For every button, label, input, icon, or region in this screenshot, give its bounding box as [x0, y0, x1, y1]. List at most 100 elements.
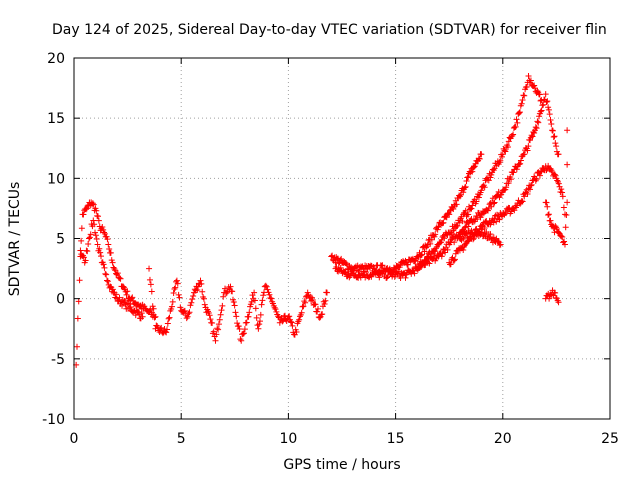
- data-point-mid-scatter: [298, 309, 305, 316]
- data-point-band-4: [527, 182, 534, 189]
- data-point-band-3: [531, 130, 538, 137]
- axis-ticks: [73, 57, 611, 420]
- data-point-band-2: [441, 235, 448, 242]
- data-point-early-lower: [92, 229, 99, 236]
- data-point-band-3: [542, 91, 549, 98]
- data-point-mid-scatter: [147, 281, 154, 288]
- data-point-mid-scatter: [188, 299, 195, 306]
- data-point-mid-scatter: [231, 302, 238, 309]
- data-point-early-upper: [78, 225, 85, 232]
- data-point-band-1: [464, 174, 471, 181]
- data-point-mid-scatter: [170, 290, 177, 297]
- data-point-band-3: [525, 143, 532, 150]
- data-point-mid-scatter: [186, 309, 193, 316]
- data-point-mid-scatter: [215, 326, 222, 333]
- data-point-early-lower: [113, 291, 120, 298]
- data-point-band-3: [517, 160, 524, 167]
- y-tick-label: 20: [47, 51, 65, 67]
- data-point-mid-scatter: [223, 289, 230, 296]
- data-point-band-3: [554, 151, 561, 158]
- data-point-band-2: [521, 92, 528, 99]
- data-point-band-2: [481, 184, 488, 191]
- data-point-mid-scatter: [176, 294, 183, 301]
- data-point-band-3: [532, 124, 539, 131]
- data-point-band-3: [543, 99, 550, 106]
- data-point-band-2: [454, 222, 461, 229]
- data-point-early-lower: [127, 303, 134, 310]
- data-point-band-2: [502, 148, 509, 155]
- data-point-band-4: [560, 204, 567, 211]
- data-point-band-4: [552, 172, 559, 179]
- data-point-mid-scatter: [198, 280, 205, 287]
- data-point-band-1: [470, 164, 477, 171]
- data-point-band-3: [529, 133, 536, 140]
- data-point-band-2: [477, 189, 484, 196]
- data-point-mid-scatter: [264, 286, 271, 293]
- data-point-late-tail: [560, 239, 567, 246]
- data-point-mid-scatter: [194, 287, 201, 294]
- data-point-band-2: [475, 194, 482, 201]
- data-point-early-upper: [142, 305, 149, 312]
- data-point-mid-scatter: [319, 311, 326, 318]
- data-point-mid-scatter: [245, 313, 252, 320]
- data-point-mid-scatter: [251, 297, 258, 304]
- data-point-mid-scatter: [148, 288, 155, 295]
- data-point-band-1: [455, 195, 462, 202]
- data-point-early-upper: [113, 271, 120, 278]
- data-point-band-3: [551, 133, 558, 140]
- data-point-early-lower: [103, 271, 110, 278]
- data-point-mid-scatter: [200, 295, 207, 302]
- data-point-band-1: [411, 258, 418, 265]
- data-point-band-1: [461, 184, 468, 191]
- data-point-band-2: [376, 274, 383, 281]
- data-point-early-lower: [120, 299, 127, 306]
- data-point-early-upper: [83, 206, 90, 213]
- data-point-mid-scatter: [288, 319, 295, 326]
- data-point-mid-scatter: [164, 326, 171, 333]
- data-point-mid-scatter: [173, 277, 180, 284]
- y-tick-label: 15: [47, 111, 65, 127]
- y-tick-label: 5: [56, 232, 65, 248]
- data-point-mid-scatter: [171, 285, 178, 292]
- data-point-mid-scatter: [236, 326, 243, 333]
- data-point-mid-scatter: [218, 307, 225, 314]
- data-point-mid-scatter: [206, 312, 213, 319]
- data-point-band-5: [495, 238, 502, 245]
- data-point-band-4: [558, 186, 565, 193]
- data-point-early-upper: [101, 229, 108, 236]
- data-point-band-2: [504, 143, 511, 150]
- data-point-early-lower: [101, 264, 108, 271]
- data-point-early-upper: [108, 257, 115, 264]
- data-point-band-1: [348, 264, 355, 271]
- data-point-mid-scatter: [230, 299, 237, 306]
- data-point-band-3: [509, 169, 516, 176]
- data-point-band-4: [554, 177, 561, 184]
- data-point-band-2: [501, 147, 508, 154]
- data-point-early-lower: [92, 232, 99, 239]
- data-point-mid-scatter: [296, 316, 303, 323]
- data-point-early-upper: [124, 288, 131, 295]
- data-point-mid-scatter: [259, 297, 266, 304]
- data-point-early-upper: [105, 241, 112, 248]
- data-point-mid-scatter: [300, 303, 307, 310]
- data-point-band-1: [379, 262, 386, 269]
- data-point-band-1: [404, 261, 411, 268]
- data-point-band-3: [438, 253, 445, 260]
- data-point-late-tail: [562, 224, 569, 231]
- data-point-band-3: [534, 118, 541, 125]
- data-point-band-1: [421, 248, 428, 255]
- data-point-band-2: [496, 159, 503, 166]
- data-points: [73, 73, 571, 368]
- data-point-band-2: [510, 131, 517, 138]
- data-point-band-4: [537, 168, 544, 175]
- data-point-band-3: [474, 216, 481, 223]
- data-point-band-5: [479, 226, 486, 233]
- data-point-band-4: [547, 165, 554, 172]
- data-point-late-tail: [544, 203, 551, 210]
- data-point-mid-scatter: [240, 330, 247, 337]
- x-tick-label: 0: [70, 431, 79, 447]
- data-point-band-3: [477, 214, 484, 221]
- data-point-mid-scatter: [248, 298, 255, 305]
- data-point-band-1: [463, 178, 470, 185]
- data-point-band-3: [552, 140, 559, 147]
